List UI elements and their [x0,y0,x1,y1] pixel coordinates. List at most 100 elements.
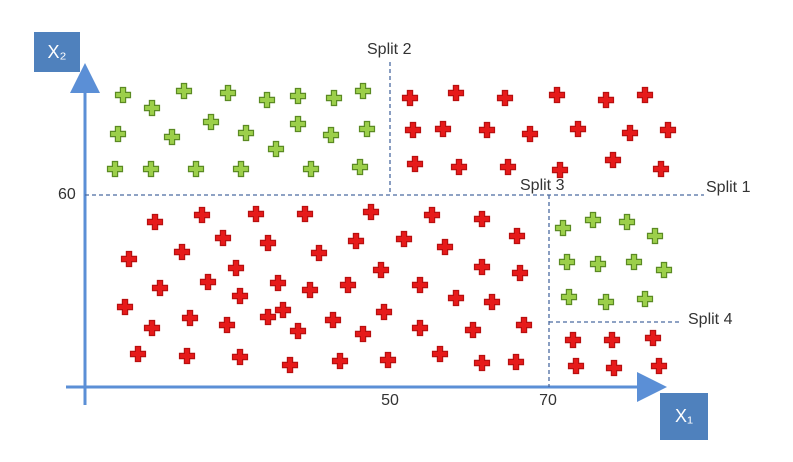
plus-marker [597,293,615,311]
plus-marker [406,155,424,173]
plus-marker [362,203,380,221]
plus-marker [511,264,529,282]
plus-marker [258,91,276,109]
plus-marker [411,276,429,294]
plus-marker [142,160,160,178]
plus-marker [232,160,250,178]
plus-marker [564,331,582,349]
plus-marker [178,347,196,365]
plus-marker [218,316,236,334]
plus-marker [473,354,491,372]
plus-marker [508,227,526,245]
plus-marker [423,206,441,224]
plus-marker [175,82,193,100]
plus-marker [289,87,307,105]
plus-marker [464,321,482,339]
plus-marker [202,113,220,131]
plus-marker [267,140,285,158]
plus-marker [143,99,161,117]
plus-marker [231,348,249,366]
split-label: Split 3 [520,177,565,194]
plus-marker [604,151,622,169]
plus-marker [404,121,422,139]
plus-marker [259,308,277,326]
plus-marker [259,234,277,252]
plus-marker [324,311,342,329]
plus-marker [106,160,124,178]
plus-marker [114,86,132,104]
plus-marker [395,230,413,248]
plus-marker [214,229,232,247]
plus-marker [478,121,496,139]
plus-marker [302,160,320,178]
plus-marker [129,345,147,363]
plus-marker [659,121,677,139]
plus-marker [499,158,517,176]
plus-marker [521,125,539,143]
plus-marker [636,290,654,308]
plus-marker [621,124,639,142]
plus-marker [567,357,585,375]
plus-marker [281,356,299,374]
plus-marker [347,232,365,250]
plus-marker [411,319,429,337]
plus-marker [227,259,245,277]
plus-marker [269,274,287,292]
plus-marker [569,120,587,138]
plus-marker [650,357,668,375]
plus-marker [325,89,343,107]
plus-marker [289,322,307,340]
plus-marker [597,91,615,109]
plus-marker [173,243,191,261]
plus-marker [289,115,307,133]
plus-marker [351,158,369,176]
plus-marker [447,84,465,102]
split-label: Split 1 [706,179,751,196]
plus-marker [589,255,607,273]
plus-marker [551,161,569,179]
plus-marker [507,353,525,371]
plus-marker [434,120,452,138]
plus-marker [163,128,181,146]
x-axis-label: X₁ [675,406,693,426]
plus-marker [548,86,566,104]
plus-marker [322,126,340,144]
plus-marker [296,205,314,223]
plus-marker [603,331,621,349]
plus-marker [116,298,134,316]
plus-marker [219,84,237,102]
plus-marker [636,86,654,104]
split-label: Split 4 [688,311,733,328]
plus-marker [151,279,169,297]
plus-marker [560,288,578,306]
plus-marker [644,329,662,347]
plus-marker [231,287,249,305]
plus-marker [436,238,454,256]
x-label-box [660,393,708,440]
plus-marker [358,120,376,138]
plus-marker [450,158,468,176]
plus-marker [652,160,670,178]
y-axis-label: X₂ [48,42,67,62]
plus-marker [354,325,372,343]
plus-marker [584,211,602,229]
plus-marker [401,89,419,107]
plus-marker [193,206,211,224]
plus-marker [143,319,161,337]
plus-marker [496,89,514,107]
plus-marker [447,289,465,307]
tick-label: 50 [381,392,399,409]
tick-label: 70 [539,392,557,409]
plus-marker [558,253,576,271]
plus-marker [473,210,491,228]
plus-marker [181,309,199,327]
plus-marker [379,351,397,369]
plus-marker [310,244,328,262]
plus-marker [120,250,138,268]
plus-marker [473,258,491,276]
plus-marker [646,227,664,245]
plus-marker [274,301,292,319]
plus-marker [331,352,349,370]
plus-marker [339,276,357,294]
plus-marker [187,160,205,178]
